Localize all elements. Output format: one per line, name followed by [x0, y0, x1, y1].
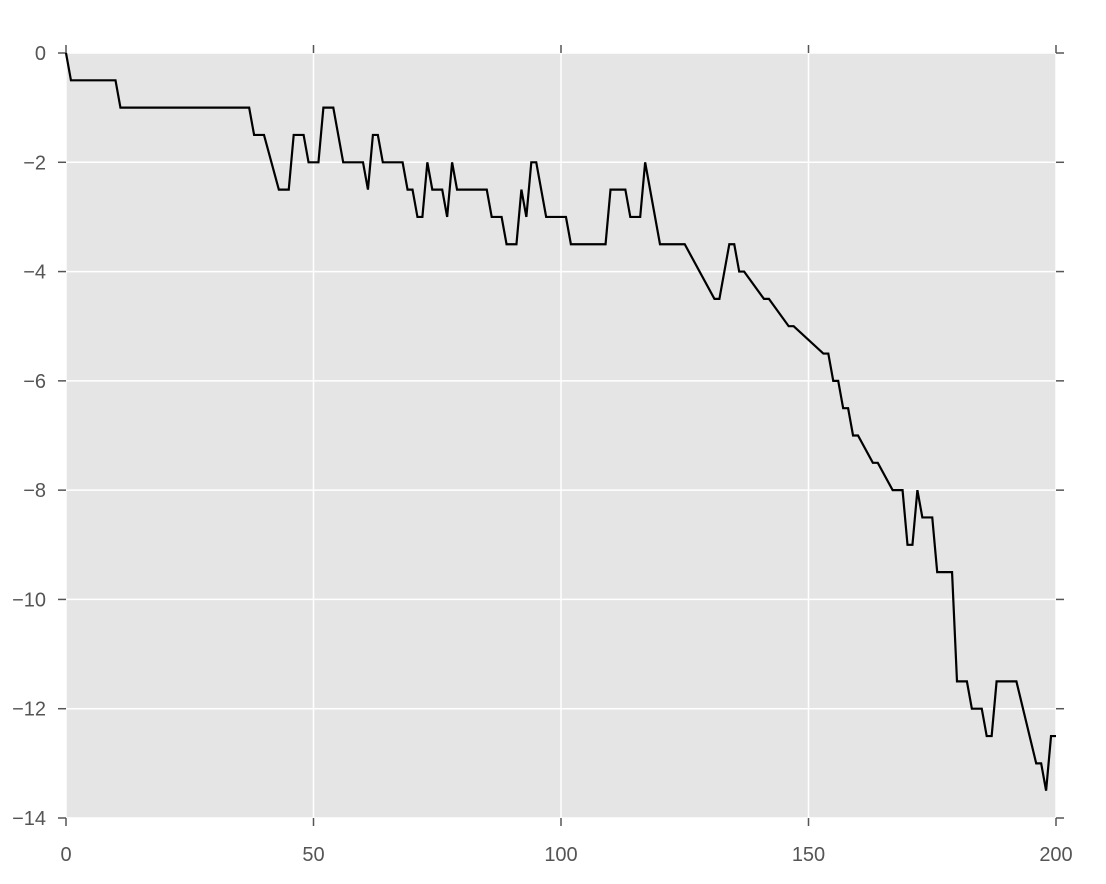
y-tick-label: −2 — [23, 152, 46, 174]
y-tick-label: −14 — [12, 808, 46, 830]
x-tick-label: 150 — [792, 844, 825, 866]
grid-lines — [65, 52, 1057, 819]
x-tick-label: 100 — [544, 844, 577, 866]
y-tick-label: −8 — [23, 480, 46, 502]
y-tick-label: −12 — [12, 699, 46, 721]
y-tick-label: −6 — [23, 371, 46, 393]
x-tick-label: 200 — [1039, 844, 1072, 866]
y-tick-label: −10 — [12, 589, 46, 611]
y-tick-label: 0 — [35, 43, 46, 65]
x-tick-label: 0 — [60, 844, 71, 866]
series-layer — [64, 52, 1056, 791]
series-line — [64, 52, 1056, 791]
tick-labels: 0 50 100 150 200 0 −2 −4 −6 −8 −10 −12 −14 — [12, 43, 1073, 866]
x-tick-label: 50 — [302, 844, 324, 866]
y-tick-label: −4 — [23, 262, 46, 284]
axis-ticks — [58, 45, 1064, 826]
